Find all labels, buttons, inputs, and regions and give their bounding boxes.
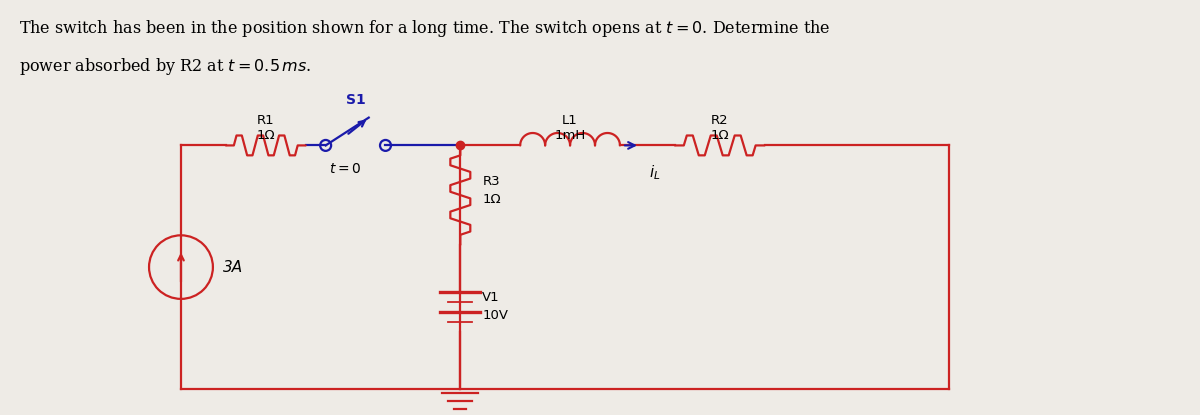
Text: R1: R1 [257,114,275,127]
Text: 1Ω: 1Ω [710,129,730,142]
Text: R3: R3 [482,175,500,188]
Text: L1: L1 [562,114,578,127]
Text: 1Ω: 1Ω [257,129,275,142]
Text: 1Ω: 1Ω [482,193,500,206]
Text: V1: V1 [482,291,500,304]
Text: 1mH: 1mH [554,129,586,142]
Text: R2: R2 [710,114,728,127]
Text: S1: S1 [346,93,366,107]
Text: $t = 0$: $t = 0$ [330,162,361,176]
Text: power absorbed by R2 at $t = 0.5\,ms$.: power absorbed by R2 at $t = 0.5\,ms$. [19,56,312,77]
Text: $i_L$: $i_L$ [649,163,661,182]
Text: 10V: 10V [482,309,509,322]
Text: The switch has been in the position shown for a long time. The switch opens at $: The switch has been in the position show… [19,18,830,39]
Text: 3A: 3A [223,260,242,275]
